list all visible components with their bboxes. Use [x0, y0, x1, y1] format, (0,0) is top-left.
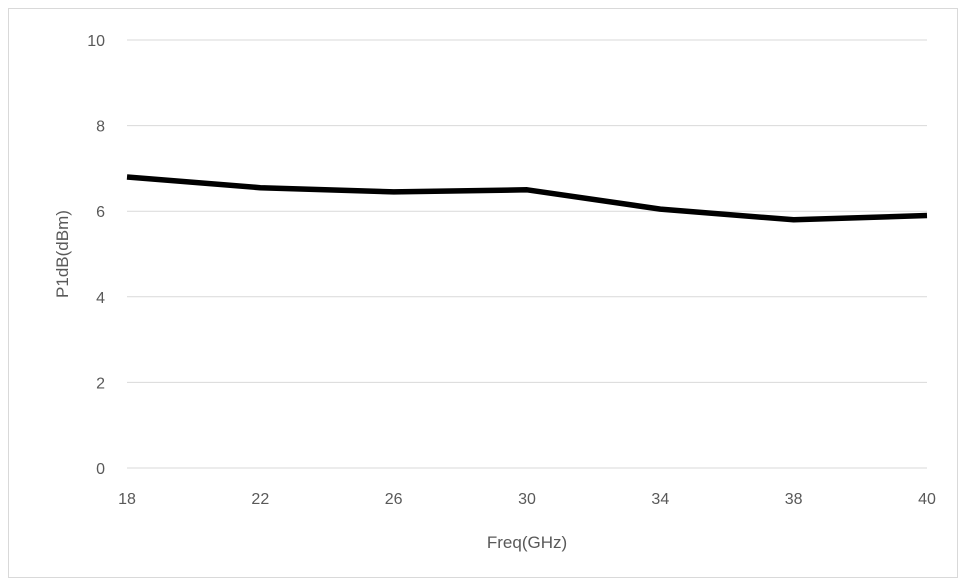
x-tick-label: 22 — [251, 491, 269, 508]
x-tick-label: 30 — [518, 491, 536, 508]
x-tick-label: 38 — [785, 491, 803, 508]
x-axis-ticks: 18 22 26 30 34 38 40 — [118, 491, 936, 508]
x-tick-label: 26 — [385, 491, 403, 508]
y-tick-label: 0 — [96, 461, 105, 478]
y-axis-title: P1dB(dBm) — [53, 210, 72, 298]
series-group — [126, 174, 928, 223]
series-line-0 — [126, 174, 928, 223]
y-tick-label: 8 — [96, 119, 105, 136]
y-tick-label: 10 — [87, 33, 105, 50]
y-tick-label: 2 — [96, 375, 105, 392]
x-tick-label: 40 — [918, 491, 936, 508]
x-tick-label: 34 — [651, 491, 669, 508]
y-axis-ticks: 0 2 4 6 8 10 — [87, 33, 105, 478]
gridlines — [127, 39, 927, 469]
chart-frame — [8, 8, 958, 578]
x-tick-label: 18 — [118, 491, 136, 508]
x-axis-title: Freq(GHz) — [487, 533, 567, 552]
y-tick-label: 4 — [96, 290, 105, 307]
y-tick-label: 6 — [96, 204, 105, 221]
